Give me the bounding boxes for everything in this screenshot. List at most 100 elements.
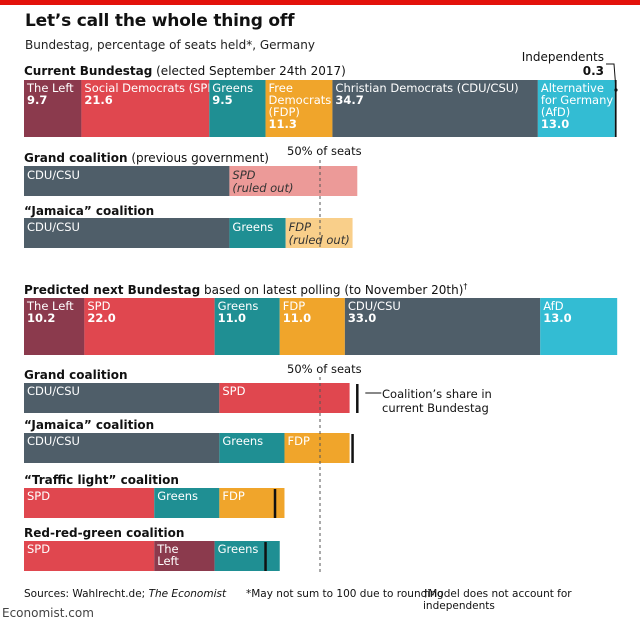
coalition-current-label-spd: (ruled out) [232, 181, 293, 195]
bar-predicted-afd [540, 298, 618, 355]
fifty-percent-label-predicted: 50% of seats [287, 362, 362, 376]
bar-predicted-greens [214, 298, 280, 355]
value-current-the-left: 9.7 [27, 93, 47, 107]
value-predicted-afd: 13.0 [543, 311, 571, 325]
coalition-predicted-label-fdp: FDP [222, 489, 244, 503]
bar-predicted-cdu-csu [344, 298, 541, 355]
bar-predicted-the-left [24, 298, 85, 355]
value-current-free: 11.3 [269, 117, 297, 131]
label-predicted-greens: Greens [218, 299, 259, 313]
value-current-greens: 9.5 [212, 93, 232, 107]
label-current-alternative: Alternative [541, 81, 604, 95]
value-predicted-spd: 22.0 [87, 311, 115, 325]
section-red-red-green-coalition: Red-red-green coalition [24, 526, 185, 540]
coalition-predicted-2-greens [154, 488, 220, 518]
value-predicted-the-left: 10.2 [27, 311, 55, 325]
value-current-social-democrats-spd: 21.6 [84, 93, 112, 107]
model-footnote: †Model does not account for independents [423, 588, 572, 612]
coalition-current-label-spd: SPD [232, 168, 255, 182]
coalition-current-label-greens: Greens [232, 220, 273, 234]
coalition-predicted-label-spd: SPD [222, 384, 245, 398]
independents-value: 0.3 [583, 64, 604, 78]
coalition-current-0-cdu-csu [24, 166, 230, 196]
coalition-current-label-fdp: (ruled out) [289, 233, 350, 247]
value-predicted-fdp: 11.0 [283, 311, 311, 325]
coalition-predicted-1-fdp [284, 433, 350, 463]
label-current-christian-democrats-cdu-csu: Christian Democrats (CDU/CSU) [335, 81, 518, 95]
coalition-predicted-0-cdu-csu [24, 383, 220, 413]
coalition-predicted-label-greens: Greens [222, 434, 263, 448]
label-predicted-cdu-csu: CDU/CSU [348, 299, 401, 313]
fifty-percent-label-current: 50% of seats [287, 144, 362, 158]
coalition-predicted-label-fdp: FDP [287, 434, 309, 448]
section-jamaica-coalition-predicted: “Jamaica” coalition [24, 418, 155, 432]
coalition-predicted-label-spd: SPD [27, 542, 50, 556]
section-jamaica-coalition-current: “Jamaica” coalition [24, 204, 155, 218]
bar-current-social-democrats-spd [81, 80, 210, 137]
coalition-current-label-fdp: FDP [289, 220, 311, 234]
label-current-free: (FDP) [269, 105, 300, 119]
label-predicted-fdp: FDP [283, 299, 305, 313]
coalition-predicted-2-fdp [219, 488, 285, 518]
coalition-predicted-2-spd [24, 488, 155, 518]
independents-leader [606, 63, 617, 91]
coalition-predicted-label-greens: Greens [218, 542, 259, 556]
label-current-alternative: (AfD) [541, 105, 570, 119]
coalition-predicted-label-greens: Greens [157, 489, 198, 503]
sources-note: Sources: Wahlrecht.de; The Economist [24, 588, 227, 600]
section-current-bundestag: Current Bundestag (elected September 24t… [24, 64, 346, 78]
coalition-predicted-3-greens [214, 541, 280, 571]
coalition-current-label-cdu-csu: CDU/CSU [27, 168, 80, 182]
coalition-predicted-3-the [154, 541, 215, 571]
value-current-alternative: 13.0 [541, 117, 569, 131]
independents-label: Independents [522, 50, 604, 64]
coalition-share-label: current Bundestag [382, 401, 489, 415]
label-predicted-afd: AfD [543, 299, 564, 313]
coalition-predicted-label-cdu-csu: CDU/CSU [27, 384, 80, 398]
coalition-share-label: Coalition’s share in [382, 387, 492, 401]
label-current-social-democrats-spd: Social Democrats (SPD) [84, 81, 220, 95]
bar-current-the-left [24, 80, 82, 137]
section-traffic-light-coalition: “Traffic light” coalition [24, 473, 179, 487]
coalition-current-1-fdp [285, 218, 353, 248]
label-predicted-the-left: The Left [26, 299, 74, 313]
label-current-the-left: The Left [26, 81, 74, 95]
section-grand-coalition-previous: Grand coalition (previous government) [24, 151, 269, 165]
coalition-current-label-cdu-csu: CDU/CSU [27, 220, 80, 234]
coalition-predicted-label-the: Left [157, 554, 179, 568]
coalition-predicted-3-spd [24, 541, 155, 571]
label-current-free: Free [269, 81, 293, 95]
value-predicted-greens: 11.0 [218, 311, 246, 325]
bar-current-free [265, 80, 333, 137]
coalition-predicted-label-spd: SPD [27, 489, 50, 503]
top-red-rule [0, 0, 640, 5]
bar-current-alternative [537, 80, 615, 137]
label-current-greens: Greens [212, 81, 253, 95]
bar-current-independents [614, 80, 617, 137]
label-predicted-spd: SPD [87, 299, 110, 313]
coalition-predicted-1-greens [219, 433, 285, 463]
section-grand-coalition-predicted: Grand coalition [24, 368, 128, 382]
bar-predicted-fdp [279, 298, 345, 355]
chart-subtitle: Bundestag, percentage of seats held*, Ge… [25, 38, 315, 52]
rounding-footnote: *May not sum to 100 due to rounding [246, 588, 444, 600]
coalition-predicted-label-the: The [156, 542, 178, 556]
value-current-christian-democrats-cdu-csu: 34.7 [335, 93, 363, 107]
independents-dot [614, 88, 618, 92]
coalition-predicted-label-cdu-csu: CDU/CSU [27, 434, 80, 448]
bar-current-christian-democrats-cdu-csu [332, 80, 538, 137]
label-current-alternative: for Germany [541, 93, 614, 107]
coalition-current-1-greens [229, 218, 286, 248]
section-predicted-bundestag: Predicted next Bundestag based on latest… [24, 282, 468, 297]
bar-predicted-spd [84, 298, 215, 355]
coalition-current-1-cdu-csu [24, 218, 230, 248]
coalition-current-0-spd [229, 166, 358, 196]
economist-brand: Economist.com [2, 606, 94, 620]
value-predicted-cdu-csu: 33.0 [348, 311, 376, 325]
chart-title: Let’s call the whole thing off [25, 11, 295, 31]
coalition-predicted-1-cdu-csu [24, 433, 220, 463]
coalition-predicted-0-spd [219, 383, 350, 413]
label-current-free: Democrats [269, 93, 332, 107]
bar-current-greens [209, 80, 266, 137]
